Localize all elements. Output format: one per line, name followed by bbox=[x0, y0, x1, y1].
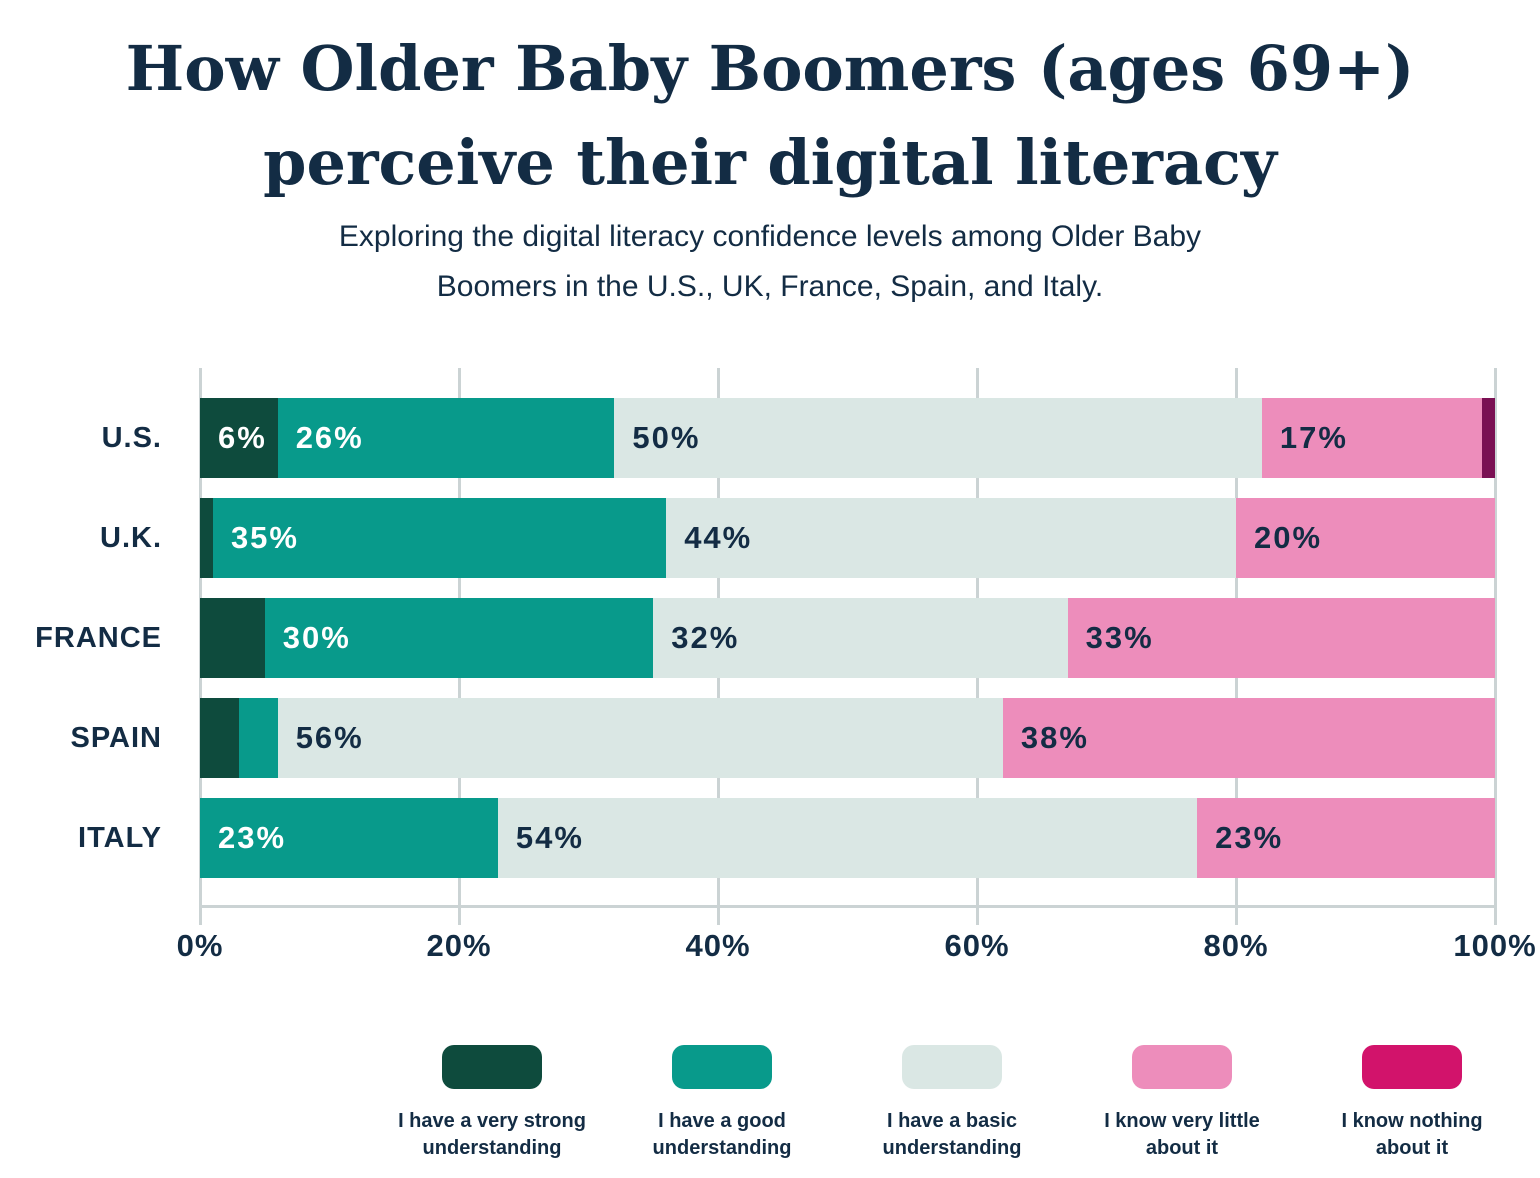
category-label-france: FRANCE bbox=[35, 621, 162, 654]
bar-segment-value-label: 23% bbox=[1215, 820, 1284, 855]
bar-segment-good: 30% bbox=[264, 598, 654, 678]
bar-segment-value-label: 56% bbox=[295, 720, 364, 755]
bar-segment-good: 23% bbox=[200, 798, 498, 878]
x-axis-tick-label-80: 80% bbox=[1203, 928, 1269, 963]
category-label-us: U.S. bbox=[101, 421, 162, 454]
legend-item-2: I have a good understanding bbox=[607, 1045, 837, 1162]
bar-segment-very_little: 17% bbox=[1261, 398, 1483, 478]
bar-segment-good: 26% bbox=[277, 398, 615, 478]
bar-segment-value-label: 44% bbox=[684, 520, 753, 555]
legend-item-3: I have a basic understanding bbox=[837, 1045, 1067, 1162]
bar-segment-basic: 44% bbox=[666, 498, 1236, 578]
bar-row-uk: 35% 44% 20% bbox=[200, 498, 1495, 578]
legend-label-3: I have a basic understanding bbox=[882, 1110, 1022, 1159]
bar-row-spain: 56% 38% bbox=[200, 698, 1495, 778]
bar-segment-value-label: 20% bbox=[1253, 520, 1323, 555]
bar-segment-very_little: 20% bbox=[1235, 498, 1495, 578]
legend-swatch-4 bbox=[1132, 1045, 1232, 1089]
bar-segment-value-label: 32% bbox=[671, 620, 740, 655]
legend-swatch-2 bbox=[672, 1045, 772, 1089]
bar-segment-basic: 50% bbox=[614, 398, 1262, 478]
x-axis-tick-label-0: 0% bbox=[176, 928, 224, 963]
page-title: How Older Baby Boomers (ages 69+) percei… bbox=[0, 22, 1540, 210]
bar-row-us: 6% 26% 50% 17% bbox=[200, 398, 1495, 478]
legend-item-5: I know nothing about it bbox=[1297, 1045, 1527, 1162]
bar-segment-value-label: 26% bbox=[295, 420, 364, 455]
grid-line-100 bbox=[1494, 368, 1497, 925]
legend-swatch-5 bbox=[1362, 1045, 1462, 1089]
page-title-line1: How Older Baby Boomers (ages 69+) bbox=[125, 32, 1415, 105]
chart-subtitle: Exploring the digital literacy confidenc… bbox=[0, 212, 1540, 312]
legend-swatch-1 bbox=[442, 1045, 542, 1089]
legend-item-1: I have a very strong understanding bbox=[377, 1045, 607, 1162]
bar-segment-very_strong bbox=[200, 698, 239, 778]
bar-segment-value-label: 50% bbox=[632, 420, 701, 455]
x-axis-tick-label-100: 100% bbox=[1453, 928, 1537, 963]
bar-segment-very_little: 33% bbox=[1067, 598, 1495, 678]
chart-subtitle-line2: Boomers in the U.S., UK, France, Spain, … bbox=[436, 270, 1104, 303]
bar-segment-nothing bbox=[1482, 398, 1495, 478]
legend-label-2: I have a good understanding bbox=[652, 1110, 792, 1159]
bar-segment-value-label: 30% bbox=[282, 620, 351, 655]
category-label-uk: U.K. bbox=[100, 521, 162, 554]
bar-segment-value-label: 6% bbox=[218, 420, 267, 455]
legend-item-4: I know very little about it bbox=[1067, 1045, 1297, 1162]
chart-plot-area: 6% 26% 50% 17% 35% 44% 20% 30% 32% 33% 56% 38% 23% 54… bbox=[199, 368, 1497, 930]
bar-segment-value-label: 35% bbox=[230, 520, 299, 555]
chart-legend: I have a very strong understanding I have … bbox=[377, 1045, 1527, 1162]
legend-swatch-3 bbox=[902, 1045, 1002, 1089]
bar-segment-very_strong: 6% bbox=[200, 398, 278, 478]
bar-segment-value-label: 17% bbox=[1279, 420, 1348, 455]
bar-segment-good bbox=[238, 698, 278, 778]
bar-row-italy: 23% 54% 23% bbox=[200, 798, 1495, 878]
x-axis-tick-label-60: 60% bbox=[944, 928, 1010, 963]
x-axis-line bbox=[200, 905, 1495, 908]
x-axis-tick-label-20: 20% bbox=[426, 928, 492, 963]
bar-segment-very_little: 38% bbox=[1002, 698, 1495, 778]
bar-row-france: 30% 32% 33% bbox=[200, 598, 1495, 678]
bar-segment-very_strong bbox=[200, 498, 213, 578]
bar-segment-basic: 56% bbox=[277, 698, 1003, 778]
bar-segment-value-label: 38% bbox=[1020, 720, 1089, 755]
bar-segment-good: 35% bbox=[212, 498, 667, 578]
page-title-line2: perceive their digital literacy bbox=[263, 126, 1277, 199]
legend-label-1: I have a very strong understanding bbox=[398, 1110, 586, 1159]
bar-segment-basic: 54% bbox=[497, 798, 1198, 878]
legend-label-5: I know nothing about it bbox=[1341, 1110, 1483, 1159]
x-axis-tick-label-40: 40% bbox=[685, 928, 751, 963]
bar-segment-value-label: 54% bbox=[515, 820, 584, 855]
bar-segment-value-label: 23% bbox=[218, 820, 287, 855]
chart-subtitle-line1: Exploring the digital literacy confidenc… bbox=[338, 220, 1202, 253]
category-label-italy: ITALY bbox=[78, 821, 162, 854]
bar-segment-basic: 32% bbox=[653, 598, 1068, 678]
bar-segment-value-label: 33% bbox=[1085, 620, 1154, 655]
bar-segment-very_little: 23% bbox=[1197, 798, 1495, 878]
category-label-spain: SPAIN bbox=[70, 721, 162, 754]
legend-label-4: I know very little about it bbox=[1104, 1110, 1260, 1159]
bar-segment-very_strong bbox=[200, 598, 265, 678]
